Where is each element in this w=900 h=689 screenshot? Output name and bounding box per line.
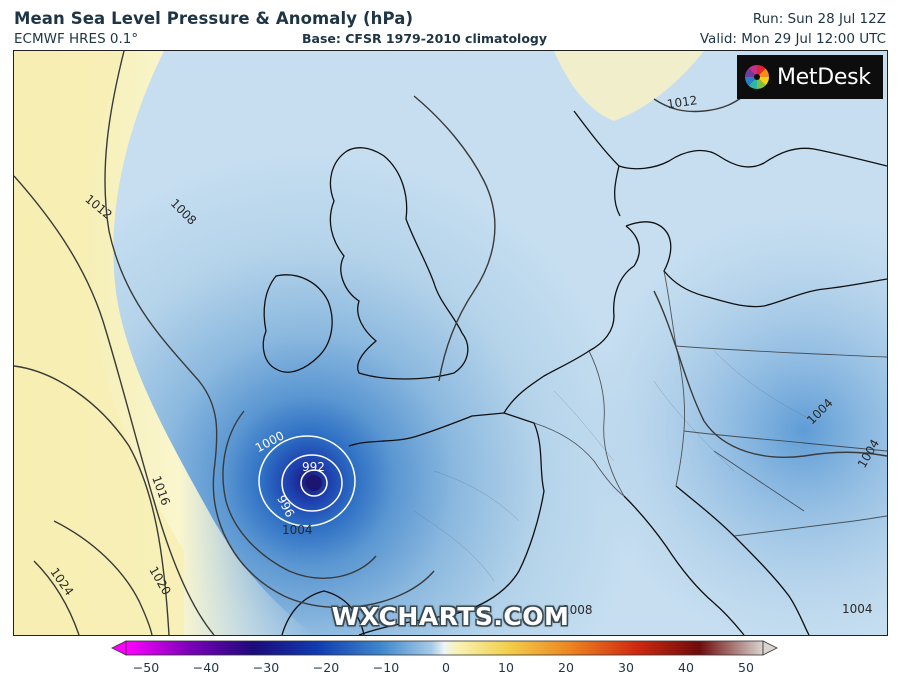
positive-anomaly-north	[554, 51, 704, 121]
map-panel: 992 996 1000 1004 1008 1012 1016 1020 10…	[13, 50, 888, 636]
climatology-base: Base: CFSR 1979-2010 climatology	[302, 31, 548, 46]
colorbar-tick-label: −40	[192, 660, 220, 675]
chart-title: Mean Sea Level Pressure & Anomaly (hPa)	[14, 9, 414, 28]
rivers	[413, 350, 815, 582]
isobar-1008	[104, 51, 435, 609]
isobar-1008-north	[413, 95, 496, 382]
colorbar-scale	[111, 640, 778, 656]
label-1012-north: 1012	[666, 93, 698, 111]
isobar-1020	[53, 520, 153, 635]
low-pressure-center	[306, 475, 322, 491]
colorbar-tick-label: −30	[252, 660, 280, 675]
isobar-992	[300, 469, 328, 497]
colorbar-max-arrow	[762, 640, 778, 656]
colorbar: −50 −40 −30 −20 −10 0 10 20 30 40 50	[0, 638, 900, 689]
borders	[533, 270, 887, 537]
label-992: 992	[302, 460, 325, 474]
colorbar-tick-label: −20	[312, 660, 340, 675]
label-1004: 1004	[282, 523, 313, 537]
colorbar-min-arrow	[111, 640, 127, 656]
colorbar-gradient	[125, 640, 764, 656]
isobar-1000	[258, 435, 356, 527]
colorbar-tick-label: 50	[738, 660, 754, 675]
colorbar-tick-label: 10	[498, 660, 514, 675]
colorbar-tick-label: 0	[442, 660, 450, 675]
model-name: ECMWF HRES 0.1°	[14, 31, 139, 47]
colorbar-tick-label: 30	[618, 660, 634, 675]
isobar-1012-north	[653, 95, 745, 113]
colorbar-tick-label: −10	[372, 660, 400, 675]
isobars	[14, 51, 887, 635]
positive-anomaly-core	[14, 51, 184, 635]
metdesk-logo-text: MetDesk	[777, 64, 871, 90]
coastlines	[262, 110, 887, 635]
metdesk-logo-icon	[744, 64, 770, 90]
isobar-1016	[14, 365, 170, 635]
chart-header: Mean Sea Level Pressure & Anomaly (hPa) …	[0, 0, 900, 52]
label-1008-south: 1008	[562, 603, 593, 617]
isobar-1012	[14, 175, 215, 635]
valid-time: Valid: Mon 29 Jul 12:00 UTC	[699, 31, 886, 47]
colorbar-tick-label: 20	[558, 660, 574, 675]
isobar-996	[281, 454, 343, 512]
wxcharts-watermark: WXCHARTS.COM	[331, 602, 570, 631]
metdesk-logo: MetDesk	[737, 55, 883, 99]
colorbar-tick-label: −50	[132, 660, 160, 675]
isobar-1004-east	[653, 290, 887, 458]
run-time: Run: Sun 28 Jul 12Z	[752, 11, 886, 27]
isobar-1004	[222, 410, 377, 579]
label-1004-south: 1004	[842, 602, 873, 616]
pressure-map: 992 996 1000 1004 1008 1012 1016 1020 10…	[14, 51, 887, 635]
isobar-1024	[33, 560, 80, 635]
low-isobars	[258, 435, 356, 527]
colorbar-tick-label: 40	[678, 660, 694, 675]
